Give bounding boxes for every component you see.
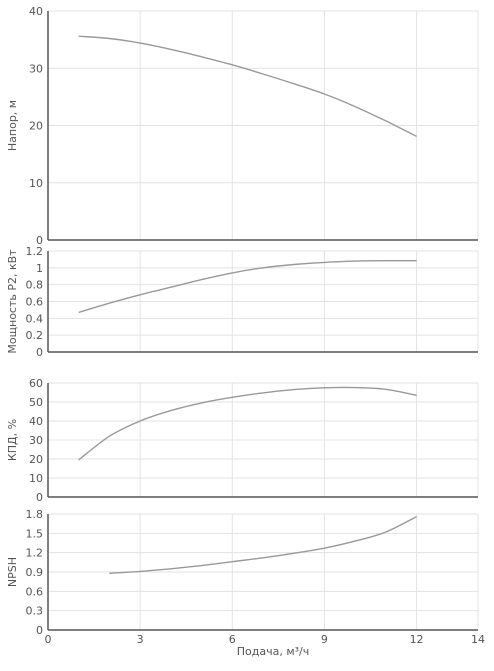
y-tick-label: 60	[29, 377, 43, 390]
y-tick-label: 0.4	[26, 312, 44, 325]
x-axis-label: Подача, м³/ч	[237, 645, 310, 658]
x-tick-label: 9	[321, 633, 328, 646]
y-tick-label: 1.5	[26, 527, 44, 540]
power-series-line	[78, 259, 417, 314]
y-tick-label: 30	[29, 62, 43, 75]
y-tick-label: 0.6	[26, 585, 44, 598]
x-tick-label: 3	[137, 633, 144, 646]
y-tick-label: 0.3	[26, 605, 44, 618]
x-tick-label: 14	[471, 633, 485, 646]
y-tick-label: 0.9	[26, 566, 44, 579]
y-tick-label: 50	[29, 396, 43, 409]
y-tick-label: 0.6	[26, 296, 44, 309]
y-tick-label: 0	[36, 346, 43, 359]
x-tick-label: 0	[45, 633, 52, 646]
y-axis-label: Напор, м	[6, 100, 19, 151]
y-tick-label: 1.8	[26, 508, 44, 521]
npsh-panel: 0 0.3 0.6 0.9 1.2 1.5 1.8 NPSH 0 3 6 9 12 14 Подача, м…	[6, 508, 485, 658]
y-tick-label: 20	[29, 120, 43, 133]
efficiency-series-line	[78, 386, 417, 461]
y-tick-label: 0	[36, 491, 43, 504]
efficiency-panel: 0 10 20 30 40 50 60 КПД, %	[6, 377, 479, 504]
head-panel: 0 10 20 30 40 Напор, м	[6, 5, 479, 247]
y-tick-label: 40	[29, 415, 43, 428]
x-tick-label: 6	[229, 633, 236, 646]
y-tick-label: 0	[36, 624, 43, 637]
power-panel: 0 0.2 0.4 0.6 0.8 1 1.2 Мощность P2, кВт	[6, 245, 479, 359]
y-axis-label: Мощность P2, кВт	[6, 249, 19, 354]
y-tick-label: 20	[29, 453, 43, 466]
head-series-line	[78, 35, 417, 138]
npsh-series-line	[109, 515, 417, 574]
y-tick-label: 10	[29, 472, 43, 485]
y-tick-label: 0	[36, 234, 43, 247]
y-tick-label: 1	[36, 262, 43, 275]
y-axis-label: КПД, %	[6, 419, 19, 461]
y-tick-label: 10	[29, 177, 43, 190]
y-tick-label: 0.8	[26, 279, 44, 292]
y-tick-label: 1.2	[26, 245, 44, 258]
y-tick-label: 40	[29, 5, 43, 18]
y-axis-label: NPSH	[6, 557, 19, 587]
y-tick-label: 0.2	[26, 329, 44, 342]
x-tick-label: 12	[410, 633, 424, 646]
y-tick-label: 30	[29, 434, 43, 447]
y-tick-label: 1.2	[26, 547, 44, 560]
